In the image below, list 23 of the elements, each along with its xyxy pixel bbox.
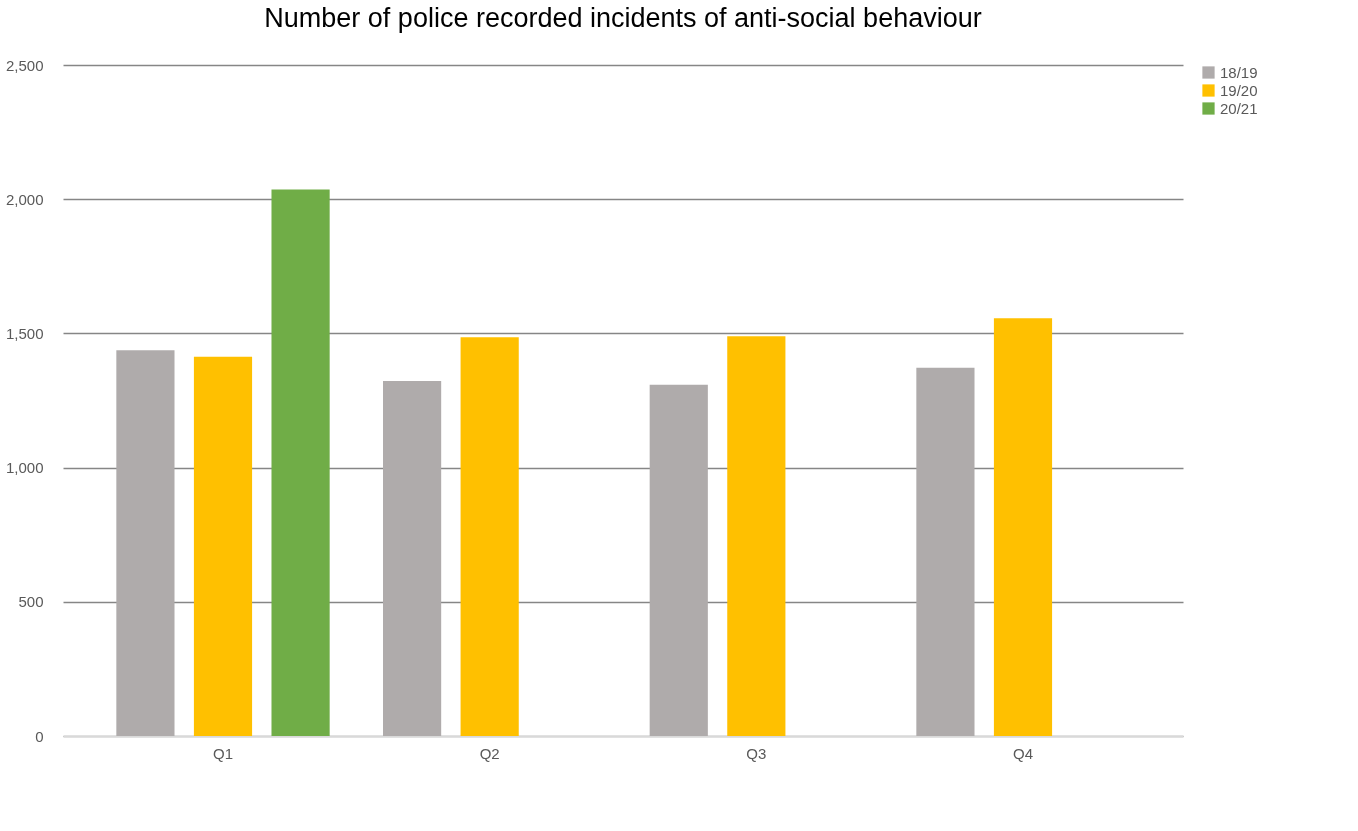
bar (116, 350, 175, 736)
x-tick-label: Q1 (212, 744, 234, 762)
y-tick-label: 500 (18, 593, 44, 611)
bar (727, 336, 786, 736)
legend-label: 18/19 (1220, 63, 1258, 81)
chart-title: Number of police recorded incidents of anti-social behaviour (264, 3, 982, 33)
y-tick-label: 0 (35, 727, 44, 745)
x-tick-label: Q4 (1012, 744, 1034, 762)
bar (193, 356, 253, 736)
y-tick-label: 1,500 (5, 324, 44, 342)
x-tick-label: Q3 (746, 744, 767, 762)
bar (649, 384, 708, 736)
bar (271, 189, 330, 736)
bar (383, 380, 442, 736)
y-tick-label: 2,000 (5, 190, 44, 208)
bar (993, 318, 1053, 736)
x-tick-label: Q2 (479, 744, 500, 762)
legend-label: 19/20 (1220, 81, 1258, 99)
y-tick-label: 2,500 (5, 56, 44, 74)
bar (460, 337, 519, 736)
y-tick-label: 1,000 (5, 459, 44, 477)
legend-label: 20/21 (1220, 99, 1258, 117)
bar (916, 367, 975, 736)
